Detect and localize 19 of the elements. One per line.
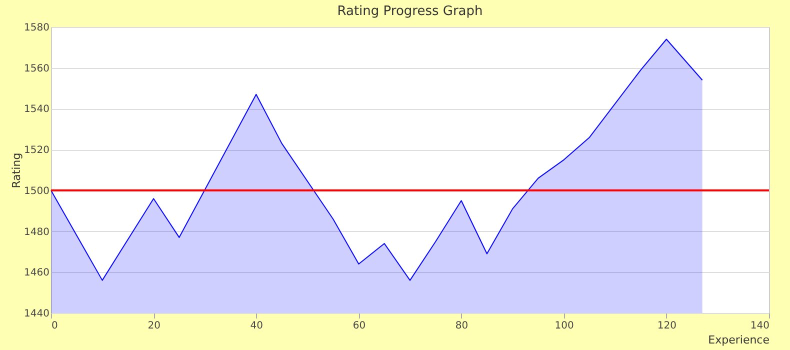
x-tick-label: 80 bbox=[455, 320, 468, 332]
x-tick-label: 0 bbox=[52, 320, 58, 332]
x-tick-label: 20 bbox=[148, 320, 160, 332]
x-tick-label: 140 bbox=[750, 320, 770, 332]
y-axis-title: Rating bbox=[10, 152, 24, 188]
chart-title: Rating Progress Graph bbox=[337, 4, 483, 19]
y-tick-label: 1440 bbox=[24, 308, 50, 320]
y-tick-label: 1580 bbox=[24, 22, 50, 34]
x-tick-label: 60 bbox=[352, 320, 366, 332]
x-tick-label: 40 bbox=[250, 320, 264, 332]
x-tick-label: 120 bbox=[657, 320, 676, 332]
y-tick-label: 1520 bbox=[24, 145, 50, 156]
y-tick-label: 1560 bbox=[24, 63, 50, 74]
y-tick-label: 1460 bbox=[24, 268, 50, 279]
x-tick-label: 100 bbox=[554, 320, 574, 332]
y-tick-label: 1480 bbox=[24, 226, 50, 238]
x-axis-title: Experience bbox=[708, 334, 770, 346]
y-tick-label: 1500 bbox=[24, 186, 50, 197]
y-tick-label: 1540 bbox=[24, 104, 50, 116]
